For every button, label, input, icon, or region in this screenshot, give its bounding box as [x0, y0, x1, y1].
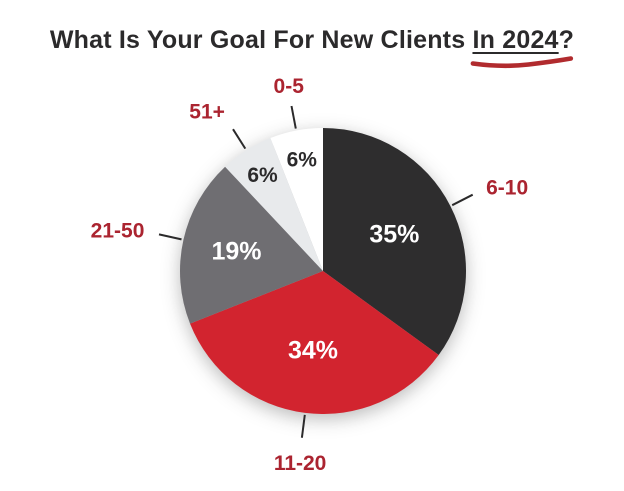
page-title: What Is Your Goal For New Clients In 202… [49, 26, 575, 69]
pie-slice-6-10 [323, 128, 466, 356]
category-label: 51+ [189, 101, 225, 124]
pie-slices [179, 127, 466, 414]
title-main: What Is Your Goal For New Clients [49, 26, 473, 54]
category-label: 21-50 [91, 220, 145, 243]
pie-labels: 6% 0-5 35% 6-10 34% 11-20 19% 21-50 6% 51+ [91, 75, 528, 475]
red-underline-swoosh-icon [471, 56, 574, 69]
pie-slice-21-50 [179, 166, 323, 324]
slice-value-label: 34% [288, 336, 338, 364]
leader-line [158, 233, 182, 241]
slice-value-label: 6% [247, 164, 278, 187]
leader-line [232, 128, 247, 150]
title-suffix: ? [558, 26, 575, 54]
leader-line [300, 414, 306, 438]
title-emphasis: In 2024 [472, 26, 559, 54]
title-emphasis-wrap: In 2024? [471, 26, 575, 69]
leader-line [451, 193, 474, 207]
pie-slice-51+ [225, 138, 323, 271]
category-label: 6-10 [486, 176, 528, 199]
slice-value-label: 35% [369, 221, 419, 249]
pie-slice-0-5 [270, 127, 323, 271]
slice-value-label: 6% [287, 149, 318, 172]
slice-value-label: 19% [211, 238, 261, 266]
leader-line [290, 105, 297, 129]
category-label: 11-20 [274, 452, 327, 475]
pie-slice-11-20 [190, 271, 439, 414]
title-row: What Is Your Goal For New Clients In 202… [0, 26, 624, 69]
category-label: 0-5 [274, 75, 305, 98]
